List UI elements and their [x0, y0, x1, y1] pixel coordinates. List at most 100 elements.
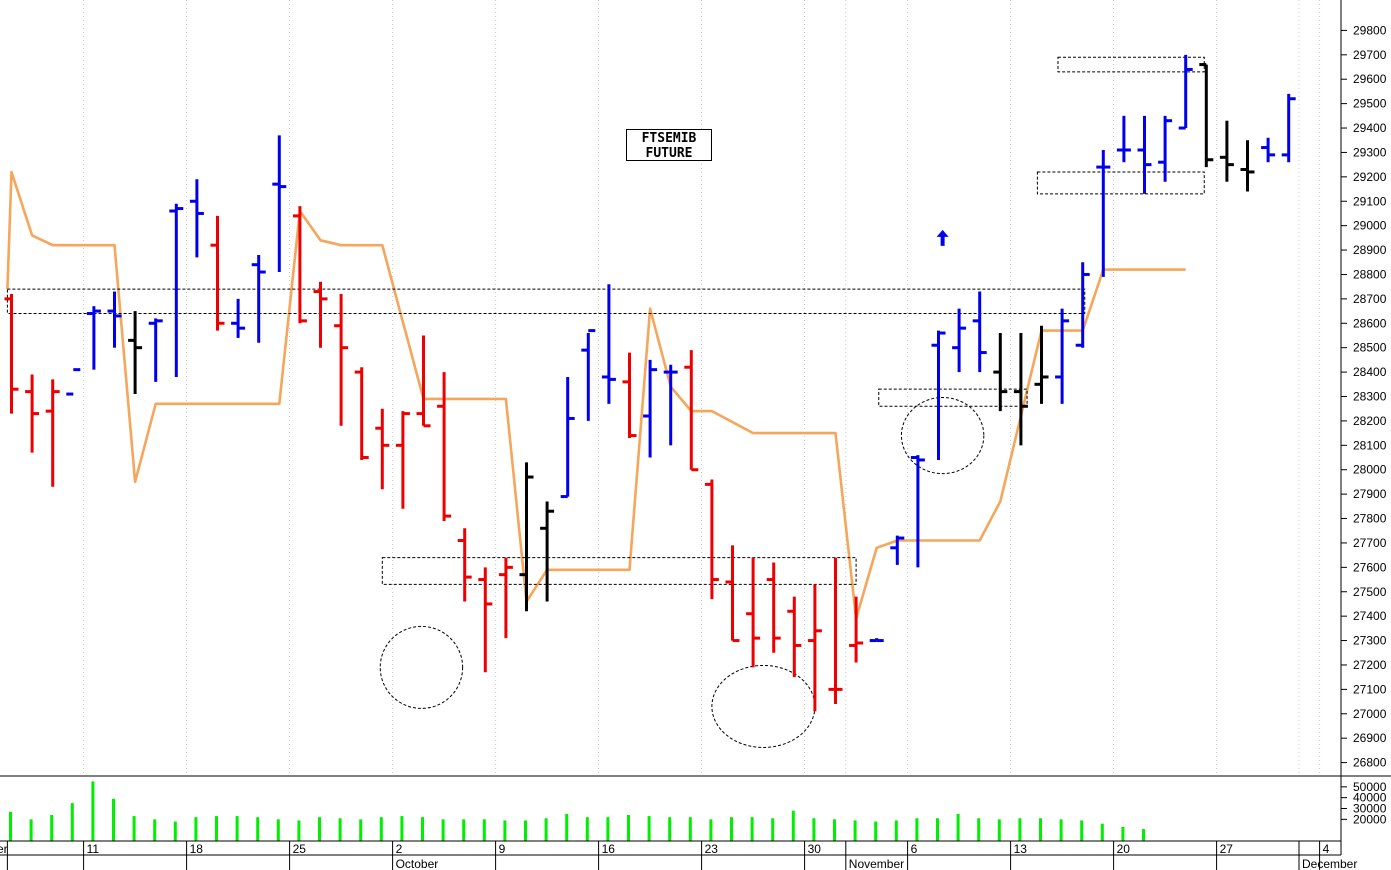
ohlc-bar	[787, 596, 802, 678]
price-tick-label: 27500	[1353, 585, 1387, 599]
ohlc-bar	[1219, 120, 1234, 182]
volume-tick-label: 20000	[1353, 812, 1387, 826]
price-tick-label: 27400	[1353, 609, 1387, 623]
ohlc-bar	[993, 333, 1008, 412]
ohlc-bar	[354, 367, 369, 460]
price-tick-label: 28500	[1353, 341, 1387, 355]
trailing-stop-line	[6, 170, 1186, 620]
chart-title-box: FTSEMIB FUTURE	[626, 129, 712, 161]
ohlc-bar	[746, 557, 761, 668]
date-label: 6	[911, 842, 918, 856]
date-label: 23	[705, 842, 719, 856]
ohlc-bar	[128, 311, 143, 395]
dashed-zone-box	[6, 288, 1086, 315]
ohlc-bar	[189, 179, 204, 258]
ohlc-bar	[292, 206, 307, 324]
ohlc-bar	[519, 462, 534, 612]
ohlc-bar	[601, 284, 616, 404]
dashed-ellipse	[379, 625, 464, 709]
date-label: 30	[808, 842, 822, 856]
date-label: 2	[396, 842, 403, 856]
price-tick-label: 28300	[1353, 390, 1387, 404]
ohlc-bar	[1137, 115, 1152, 194]
dashed-ellipse	[900, 396, 985, 475]
annotation-layer	[6, 56, 1205, 748]
ohlc-bar	[622, 352, 637, 438]
ohlc-bar	[952, 308, 967, 373]
ohlc-bar	[4, 293, 19, 414]
price-tick-label: 29100	[1353, 194, 1387, 208]
date-label: 20	[1117, 842, 1131, 856]
ohlc-bar	[581, 329, 596, 421]
ohlc-bar	[766, 562, 781, 653]
grid-layer	[83, 0, 1321, 776]
ohlc-bar	[478, 567, 493, 673]
date-label: er	[0, 842, 8, 856]
price-tick-label: 29000	[1353, 219, 1387, 233]
ohlc-bar	[1158, 115, 1173, 182]
ohlc-bar	[375, 408, 390, 490]
volume-bars-layer	[9, 781, 1145, 841]
month-label: November	[849, 857, 904, 870]
ohlc-bar	[45, 379, 60, 487]
volume-tick-label: 50000	[1353, 780, 1387, 794]
ohlc-bar	[828, 557, 843, 705]
ohlc-bar	[540, 501, 555, 602]
price-tick-label: 29700	[1353, 48, 1387, 62]
ohlc-bar	[313, 281, 328, 348]
ohlc-bar	[66, 368, 81, 396]
ohlc-bar	[807, 584, 822, 712]
price-tick-label: 28400	[1353, 365, 1387, 379]
up-arrow-icon	[936, 229, 949, 246]
price-tick-label: 28100	[1353, 438, 1387, 452]
price-tick-label: 29200	[1353, 170, 1387, 184]
price-tick-label: 27300	[1353, 634, 1387, 648]
price-tick-label: 27200	[1353, 658, 1387, 672]
price-tick-label: 29800	[1353, 23, 1387, 37]
price-tick-label: 29500	[1353, 97, 1387, 111]
ohlc-bar	[684, 350, 699, 472]
ohlc-bar	[560, 376, 575, 499]
ohlc-bar	[169, 203, 184, 377]
ohlc-bar	[1055, 308, 1070, 404]
date-label: 16	[602, 842, 616, 856]
ohlc-bar	[272, 135, 287, 273]
ohlc-bar	[1240, 140, 1255, 192]
ohlc-bar	[148, 318, 163, 382]
price-tick-label: 27900	[1353, 487, 1387, 501]
ohlc-bar	[107, 291, 122, 348]
month-label: December	[1302, 857, 1357, 870]
ohlc-bar	[231, 298, 246, 338]
date-label: 9	[499, 842, 506, 856]
ohlc-bar	[498, 557, 513, 639]
ohlc-bar	[663, 364, 678, 446]
ohlc-bar	[416, 335, 431, 428]
price-tick-label: 29300	[1353, 145, 1387, 159]
ohlc-bar	[1116, 115, 1131, 163]
ohlc-bar	[25, 374, 40, 453]
date-label: 18	[190, 842, 204, 856]
price-tick-label: 27600	[1353, 560, 1387, 574]
ohlc-bar	[849, 596, 864, 663]
ohlc-bar	[1013, 333, 1028, 446]
price-tick-label: 28600	[1353, 316, 1387, 330]
ohlc-bar	[1075, 262, 1090, 348]
price-tick-label: 27800	[1353, 512, 1387, 526]
dashed-zone-box	[1036, 171, 1205, 195]
ohlc-bar	[395, 411, 410, 509]
chart-title: FTSEMIB	[641, 131, 697, 146]
dashed-zone-box	[381, 557, 857, 585]
price-bars-layer	[4, 54, 1296, 712]
date-label: 25	[293, 842, 307, 856]
ohlc-bar	[210, 215, 225, 331]
ohlc-bar	[1178, 54, 1193, 130]
dashed-zone-box	[878, 388, 1028, 407]
ohlc-bar	[1034, 325, 1049, 404]
ohlc-bar	[437, 372, 452, 521]
ohlc-bar	[334, 293, 349, 426]
ohlc-bar	[1261, 137, 1276, 163]
price-tick-label: 28200	[1353, 414, 1387, 428]
date-label: 11	[87, 842, 100, 856]
volume-tick-label: 40000	[1353, 791, 1387, 805]
